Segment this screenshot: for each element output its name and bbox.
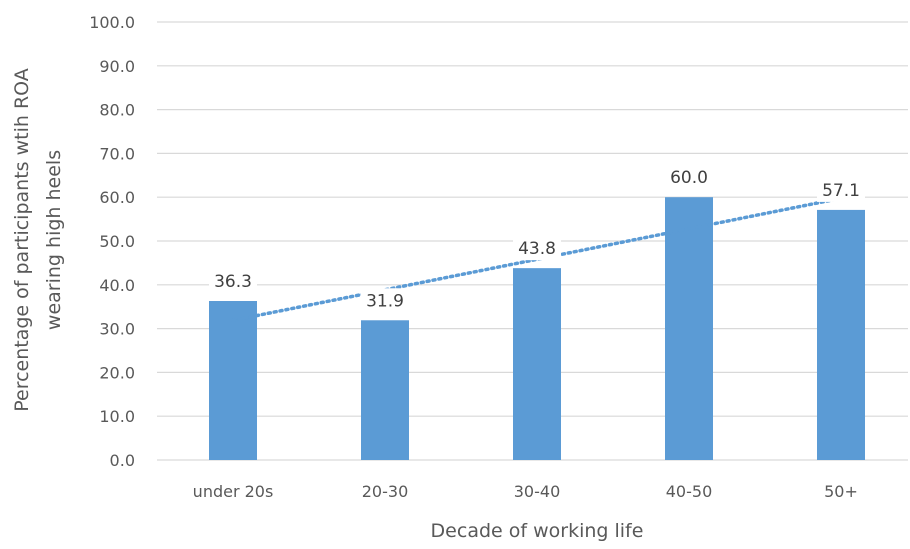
y-tick-label: 90.0 [99, 57, 135, 76]
bars [209, 197, 865, 460]
y-tick-label: 50.0 [99, 232, 135, 251]
y-tick-label: 10.0 [99, 407, 135, 426]
data-label-background [361, 288, 409, 313]
x-axis-title: Decade of working life [431, 520, 644, 542]
y-axis-title-line-2: wearing high heels [43, 150, 65, 330]
data-label-background [665, 165, 713, 190]
y-axis-ticks: 0.0 10.0 20.0 30.0 40.0 50.0 60.0 70.0 80.0 90.0 1… [89, 13, 135, 470]
bar [361, 320, 409, 460]
trendline-path [231, 196, 843, 323]
y-axis-title-line-1: Percentage of participants wtih ROA [11, 68, 33, 412]
bar [665, 197, 713, 460]
y-tick-label: 70.0 [99, 144, 135, 163]
x-axis-ticks: under 20s 20-30 30-40 40-50 50+ [193, 482, 858, 501]
data-label: 36.3 [214, 272, 252, 292]
data-label: 60.0 [670, 168, 708, 188]
y-tick-label: 0.0 [110, 451, 135, 470]
y-tick-label: 80.0 [99, 101, 135, 120]
x-tick-label: 50+ [824, 482, 858, 501]
y-tick-label: 100.0 [89, 13, 135, 32]
data-label: 43.8 [518, 239, 556, 259]
x-tick-label: 40-50 [666, 482, 713, 501]
y-axis-title: Percentage of participants wtih ROA wear… [11, 68, 65, 412]
bar [209, 301, 257, 460]
x-tick-label: under 20s [193, 482, 274, 501]
y-tick-label: 40.0 [99, 276, 135, 295]
data-label: 57.1 [822, 181, 860, 201]
data-label-background [513, 236, 561, 261]
bar [513, 268, 561, 460]
y-tick-label: 20.0 [99, 363, 135, 382]
y-tick-label: 60.0 [99, 188, 135, 207]
trendline [231, 196, 843, 323]
data-label-background [209, 269, 257, 294]
data-label: 31.9 [366, 291, 404, 311]
x-tick-label: 30-40 [514, 482, 561, 501]
x-tick-label: 20-30 [362, 482, 409, 501]
y-tick-label: 30.0 [99, 320, 135, 339]
data-label-background [817, 177, 865, 202]
bar [817, 209, 865, 460]
data-labels: 36.3 31.9 43.8 60.0 57.1 [209, 165, 865, 313]
